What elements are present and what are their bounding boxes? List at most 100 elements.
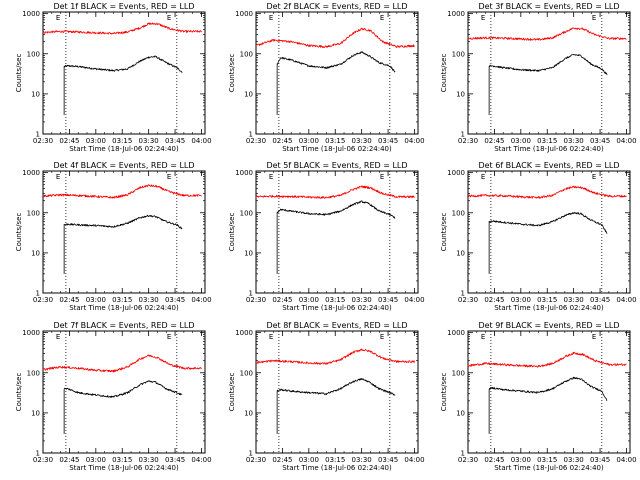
y-tick-label: 1000 (235, 10, 253, 18)
x-axis-label: Start Time (18-Jul-06 02:24:40) (494, 464, 604, 472)
y-tick-label: 1 (36, 450, 40, 458)
y-tick-label: 1 (36, 290, 40, 298)
panel-det-3: Det 3f BLACK = Events, RED = LLD 1 10 100 10… (440, 2, 637, 153)
series-lld-line (42, 184, 202, 199)
y-tick-label: 1 (461, 290, 465, 298)
panel-title: Det 3f BLACK = Events, RED = LLD (478, 2, 619, 11)
panel-title: Det 8f BLACK = Events, RED = LLD (266, 321, 407, 330)
x-tick-label: 02:30 (33, 296, 53, 304)
x-tick-label: 04:00 (191, 137, 211, 145)
y-axis-label: Counts/sec (15, 373, 23, 412)
x-axis-label: Start Time (18-Jul-06 02:24:40) (282, 145, 392, 153)
panel-det-2: Det 2f BLACK = Events, RED = LLD 1 10 100 10… (228, 2, 425, 153)
x-axis-label: Start Time (18-Jul-06 02:24:40) (69, 464, 179, 472)
time-marker-label: E (269, 14, 273, 22)
plot-frame (42, 330, 206, 454)
x-tick-label: 03:30 (352, 296, 372, 304)
x-tick-label: 02:45 (59, 456, 79, 464)
y-axis-label: Counts/sec (228, 373, 236, 412)
x-tick-label: 03:15 (112, 456, 132, 464)
x-tick-label: 02:45 (59, 296, 79, 304)
time-marker-label: E (167, 333, 171, 341)
y-axis-label: Counts/sec (440, 213, 448, 252)
y-tick-label: 100 (452, 209, 465, 217)
y-tick-label: 1000 (22, 10, 40, 18)
series-events-line (488, 376, 608, 434)
time-marker-label: E (56, 333, 60, 341)
x-axis-label: Start Time (18-Jul-06 02:24:40) (69, 304, 179, 312)
x-tick-label: 02:45 (484, 296, 504, 304)
time-marker-label: E (269, 173, 273, 181)
x-tick-label: 03:30 (564, 456, 584, 464)
plot-frame (255, 330, 419, 454)
y-tick-label: 1000 (22, 169, 40, 177)
time-marker-label: E (592, 333, 596, 341)
x-tick-label: 03:45 (165, 296, 185, 304)
y-axis-label: Counts/sec (228, 213, 236, 252)
y-tick-label: 1000 (447, 10, 465, 18)
panel-det-9: Det 9f BLACK = Events, RED = LLD 1 10 100 10… (440, 321, 637, 472)
x-tick-label: 03:15 (537, 296, 557, 304)
y-tick-label: 10 (244, 249, 253, 257)
time-marker-label: E (592, 173, 596, 181)
plot-frame (255, 11, 419, 135)
y-tick-label: 1000 (235, 329, 253, 337)
x-tick-label: 03:15 (112, 296, 132, 304)
x-axis-label: Start Time (18-Jul-06 02:24:40) (494, 145, 604, 153)
time-marker-label: E (167, 14, 171, 22)
y-tick-label: 1000 (447, 329, 465, 337)
series-lld-line (467, 27, 627, 41)
x-axis-label: Start Time (18-Jul-06 02:24:40) (494, 304, 604, 312)
y-tick-label: 1 (36, 131, 40, 139)
y-tick-label: 100 (452, 369, 465, 377)
panel-title: Det 1f BLACK = Events, RED = LLD (53, 2, 194, 11)
y-tick-label: 100 (27, 369, 40, 377)
y-tick-label: 10 (31, 409, 40, 417)
x-tick-label: 03:15 (537, 456, 557, 464)
x-tick-label: 03:15 (112, 137, 132, 145)
time-marker-label: E (269, 333, 273, 341)
x-axis-label: Start Time (18-Jul-06 02:24:40) (69, 145, 179, 153)
y-tick-label: 100 (240, 369, 253, 377)
series-lld-line (255, 185, 415, 199)
x-tick-label: 04:00 (404, 137, 424, 145)
y-tick-label: 10 (31, 90, 40, 98)
y-tick-label: 1 (461, 131, 465, 139)
x-tick-label: 03:15 (325, 137, 345, 145)
panel-det-4: Det 4f BLACK = Events, RED = LLD 1 10 100 10… (15, 161, 212, 312)
x-tick-label: 02:30 (246, 137, 266, 145)
x-tick-label: 03:00 (511, 296, 531, 304)
panel-title: Det 2f BLACK = Events, RED = LLD (266, 2, 407, 11)
y-tick-label: 10 (456, 249, 465, 257)
panel-det-5: Det 5f BLACK = Events, RED = LLD 1 10 100 10… (228, 161, 425, 312)
series-lld-line (467, 185, 627, 199)
panel-title: Det 6f BLACK = Events, RED = LLD (478, 161, 619, 170)
x-tick-label: 04:00 (616, 296, 636, 304)
y-tick-label: 1 (249, 290, 253, 298)
x-tick-label: 02:30 (458, 137, 478, 145)
panel-title: Det 5f BLACK = Events, RED = LLD (266, 161, 407, 170)
y-tick-label: 100 (240, 209, 253, 217)
y-tick-label: 1000 (447, 169, 465, 177)
time-marker-label: E (380, 333, 384, 341)
x-tick-label: 03:00 (86, 456, 106, 464)
time-marker-label: E (481, 173, 485, 181)
y-tick-label: 100 (27, 209, 40, 217)
x-tick-label: 02:45 (484, 137, 504, 145)
x-tick-label: 03:30 (352, 456, 372, 464)
time-marker-label: E (380, 14, 384, 22)
y-tick-label: 100 (452, 50, 465, 58)
y-tick-label: 1000 (22, 329, 40, 337)
x-tick-label: 02:45 (484, 456, 504, 464)
x-tick-label: 04:00 (404, 296, 424, 304)
panel-title: Det 7f BLACK = Events, RED = LLD (53, 321, 194, 330)
x-tick-label: 02:30 (246, 296, 266, 304)
y-tick-label: 1 (461, 450, 465, 458)
time-marker-label: E (56, 173, 60, 181)
x-tick-label: 03:00 (299, 296, 319, 304)
time-marker-label: E (481, 14, 485, 22)
x-tick-label: 03:15 (537, 137, 557, 145)
series-events-line (276, 200, 396, 274)
y-tick-label: 100 (27, 50, 40, 58)
